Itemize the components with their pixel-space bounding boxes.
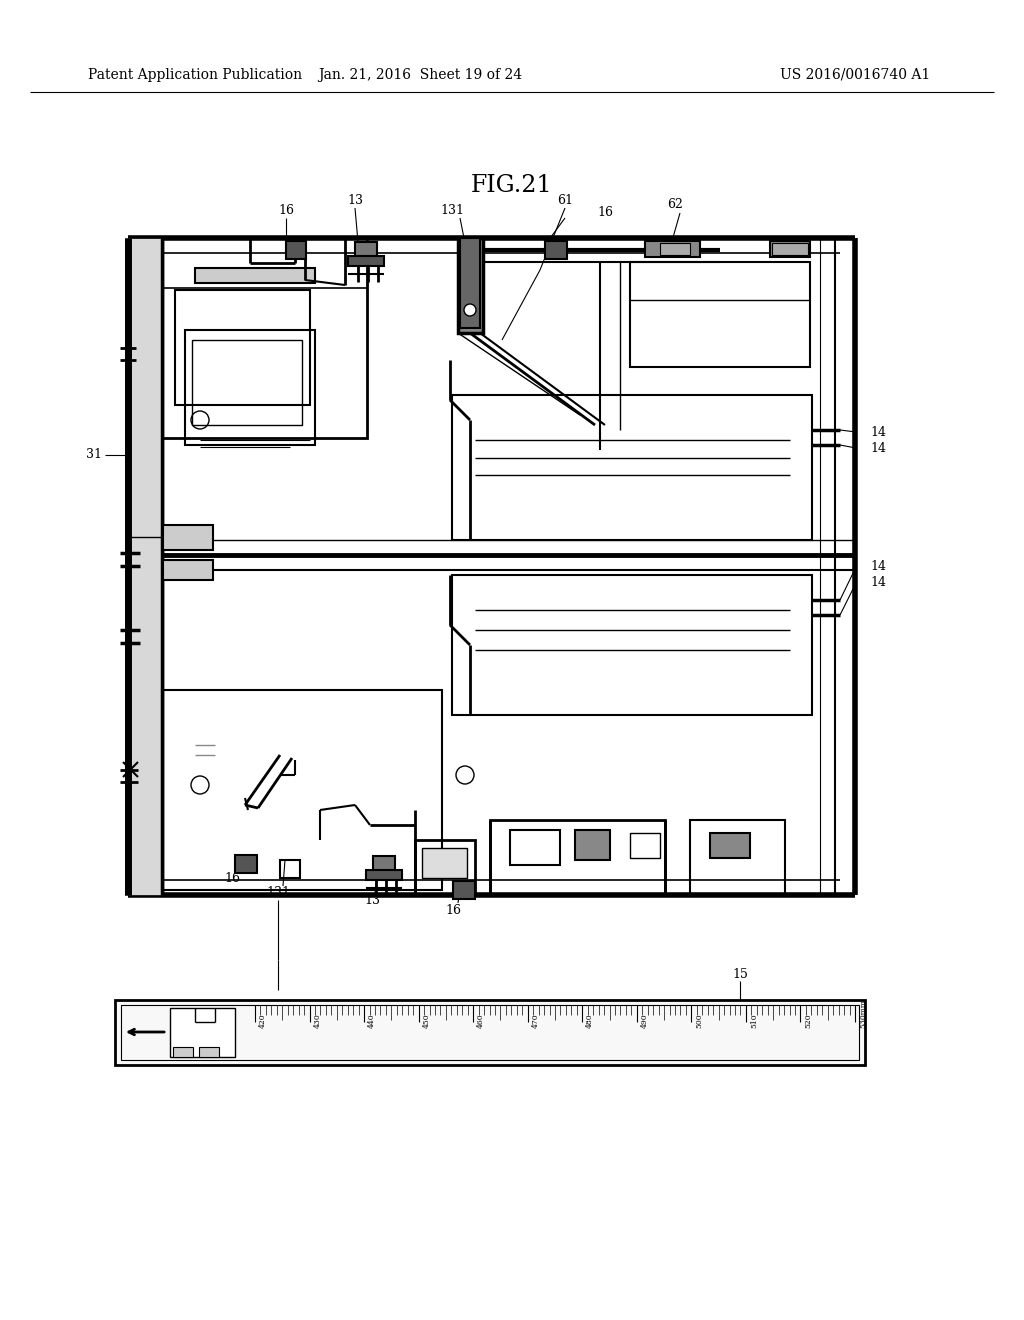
Bar: [121, 1005, 859, 1060]
Bar: [770, 242, 810, 257]
Bar: [128, 238, 162, 895]
Text: 520: 520: [805, 1014, 812, 1028]
Bar: [234, 855, 257, 873]
Bar: [690, 820, 785, 895]
Bar: [366, 870, 402, 880]
Text: 13: 13: [347, 194, 362, 206]
Text: 510: 510: [750, 1014, 758, 1028]
Bar: [710, 833, 750, 858]
Bar: [645, 242, 700, 257]
Bar: [280, 861, 300, 878]
Bar: [660, 243, 690, 255]
Bar: [185, 330, 315, 445]
Text: 530mm: 530mm: [859, 999, 867, 1028]
Bar: [193, 341, 302, 425]
Bar: [772, 243, 808, 255]
Text: 420: 420: [259, 1014, 267, 1028]
Bar: [415, 840, 475, 895]
Text: 430: 430: [313, 1014, 322, 1028]
Bar: [490, 820, 665, 895]
Bar: [163, 525, 213, 550]
Bar: [510, 830, 560, 865]
Bar: [545, 242, 567, 259]
Text: 14: 14: [870, 577, 886, 590]
Text: Patent Application Publication: Patent Application Publication: [88, 69, 302, 82]
Bar: [173, 1047, 193, 1057]
Bar: [348, 256, 384, 267]
Bar: [195, 268, 315, 282]
Text: 440: 440: [368, 1014, 376, 1028]
Bar: [630, 833, 660, 858]
Bar: [373, 855, 395, 876]
Text: 460: 460: [477, 1014, 485, 1028]
Text: FIG.21: FIG.21: [471, 173, 553, 197]
Bar: [452, 395, 812, 540]
Circle shape: [464, 304, 476, 315]
Text: Jan. 21, 2016  Sheet 19 of 24: Jan. 21, 2016 Sheet 19 of 24: [317, 69, 522, 82]
Text: 61: 61: [557, 194, 573, 206]
Text: 450: 450: [423, 1014, 431, 1028]
Bar: [452, 576, 812, 715]
Bar: [163, 560, 213, 579]
Bar: [162, 690, 442, 890]
Bar: [170, 1008, 234, 1057]
Bar: [115, 1001, 865, 1065]
Bar: [199, 1047, 219, 1057]
Bar: [162, 238, 367, 438]
Bar: [175, 290, 310, 405]
Bar: [458, 238, 483, 333]
Text: US 2016/0016740 A1: US 2016/0016740 A1: [780, 69, 930, 82]
Text: 470: 470: [531, 1014, 540, 1028]
Text: 14: 14: [870, 441, 886, 454]
Text: 16: 16: [278, 203, 294, 216]
Text: 490: 490: [641, 1014, 649, 1028]
Bar: [575, 830, 610, 861]
Bar: [355, 242, 377, 261]
Text: 480: 480: [587, 1014, 594, 1028]
Text: 14: 14: [870, 561, 886, 573]
Text: 13: 13: [364, 894, 380, 907]
Text: 16: 16: [445, 903, 461, 916]
Bar: [422, 847, 467, 878]
Bar: [453, 880, 475, 899]
Text: 14: 14: [870, 425, 886, 438]
Text: 131: 131: [266, 887, 290, 899]
Bar: [630, 261, 810, 367]
Text: 131: 131: [440, 203, 464, 216]
Text: 16: 16: [224, 871, 240, 884]
Bar: [286, 242, 306, 259]
Text: 500: 500: [695, 1014, 703, 1028]
Bar: [460, 238, 480, 327]
Text: 62: 62: [667, 198, 683, 211]
Text: 31: 31: [86, 449, 102, 462]
Text: 15: 15: [732, 969, 748, 982]
Text: 16: 16: [597, 206, 613, 219]
